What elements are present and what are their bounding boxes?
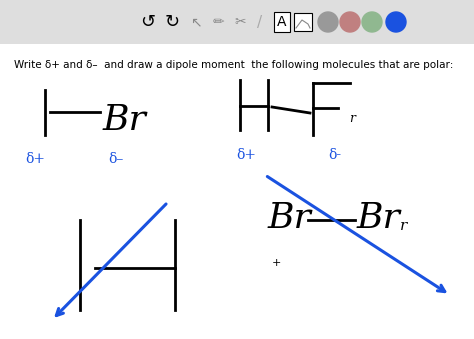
Text: ↻: ↻: [164, 13, 180, 31]
Text: ✂: ✂: [234, 15, 246, 29]
Circle shape: [362, 12, 382, 32]
Text: Br: Br: [268, 201, 312, 235]
Text: Br: Br: [103, 103, 147, 137]
Text: /: /: [257, 15, 263, 29]
Text: δ+: δ+: [236, 148, 256, 162]
Text: r: r: [349, 112, 355, 124]
Text: ↺: ↺: [140, 13, 155, 31]
Circle shape: [318, 12, 338, 32]
Text: Br: Br: [357, 201, 401, 235]
Bar: [0, 0, 474, 44]
Text: δ–: δ–: [108, 152, 123, 166]
Text: ↖: ↖: [190, 15, 202, 29]
Circle shape: [386, 12, 406, 32]
Circle shape: [340, 12, 360, 32]
Text: δ-: δ-: [328, 148, 341, 162]
Text: Write δ+ and δ–  and draw a dipole moment  the following molecules that are pola: Write δ+ and δ– and draw a dipole moment…: [14, 60, 453, 70]
Text: +: +: [272, 258, 282, 268]
FancyBboxPatch shape: [294, 13, 312, 31]
Text: A: A: [277, 15, 287, 29]
Text: δ+: δ+: [25, 152, 45, 166]
Text: r: r: [400, 219, 407, 233]
Text: ✏: ✏: [212, 15, 224, 29]
